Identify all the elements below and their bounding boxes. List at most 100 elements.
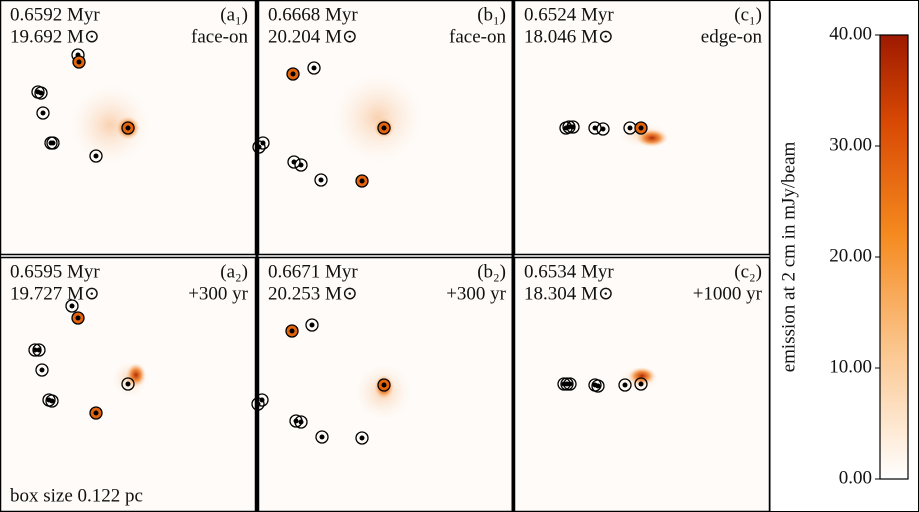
star-ring xyxy=(315,430,329,444)
star-ring xyxy=(32,343,46,357)
colorbar-tick-label: 20.00 xyxy=(829,245,872,266)
panel-tag: (b₁) xyxy=(477,4,506,25)
star xyxy=(311,65,317,71)
star-ring xyxy=(355,174,369,188)
star-ring xyxy=(46,136,60,150)
mass-label: 18.304 M⊙ xyxy=(524,283,614,304)
star xyxy=(125,381,131,387)
star xyxy=(76,59,82,65)
view-label: +300 yr xyxy=(446,283,506,304)
mass-label: 19.727 M⊙ xyxy=(10,283,100,304)
time-label: 0.6671 Myr xyxy=(268,261,358,282)
star-ring xyxy=(121,377,135,391)
scale-note: box size 0.122 pc xyxy=(10,485,143,506)
star xyxy=(93,410,99,416)
star xyxy=(93,153,99,159)
star xyxy=(359,178,365,184)
star xyxy=(567,381,573,387)
star-ring xyxy=(45,394,59,408)
view-label: face-on xyxy=(449,26,506,47)
emission-haze xyxy=(333,73,423,163)
star-ring xyxy=(377,378,391,392)
star xyxy=(75,315,81,321)
view-label: +300 yr xyxy=(188,283,248,304)
star-ring xyxy=(355,431,369,445)
star-ring xyxy=(591,379,605,393)
colorbar-tick-label: 0.00 xyxy=(839,467,872,488)
star-ring xyxy=(305,318,319,332)
star xyxy=(39,367,45,373)
star-ring xyxy=(634,377,648,391)
star xyxy=(622,382,628,388)
star xyxy=(40,110,46,116)
star xyxy=(49,398,55,404)
star-ring xyxy=(294,415,308,429)
star xyxy=(595,383,601,389)
star xyxy=(298,419,304,425)
star xyxy=(381,382,387,388)
view-label: face-on xyxy=(191,26,248,47)
time-label: 0.6595 Myr xyxy=(10,261,100,282)
emission-haze xyxy=(70,85,150,165)
star-ring xyxy=(294,158,308,172)
star-ring xyxy=(72,55,86,69)
star-ring xyxy=(71,311,85,325)
star-ring xyxy=(36,106,50,120)
star xyxy=(570,124,576,130)
mass-label: 19.692 M⊙ xyxy=(10,26,100,47)
star-ring xyxy=(596,122,610,136)
star-ring xyxy=(560,377,574,391)
emission-blob xyxy=(628,367,656,385)
star-ring xyxy=(287,155,301,169)
star-ring xyxy=(89,149,103,163)
mass-label: 20.204 M⊙ xyxy=(268,26,358,47)
star xyxy=(638,381,644,387)
time-label: 0.6524 Myr xyxy=(524,4,614,25)
colorbar-fill xyxy=(879,34,909,480)
star xyxy=(627,125,633,131)
view-label: edge-on xyxy=(701,26,763,47)
star xyxy=(36,347,42,353)
star xyxy=(359,435,365,441)
star-ring xyxy=(34,86,48,100)
star-ring xyxy=(65,299,79,313)
star xyxy=(319,434,325,440)
time-label: 0.6592 Myr xyxy=(10,4,100,25)
mass-label: 18.046 M⊙ xyxy=(524,26,614,47)
star xyxy=(638,125,644,131)
star-ring xyxy=(377,121,391,135)
panel-tag: (c₁) xyxy=(734,4,762,25)
panel-tag: (c₂) xyxy=(734,261,762,282)
colorbar-tick-label: 30.00 xyxy=(829,134,872,155)
star-ring xyxy=(285,324,299,338)
time-label: 0.6668 Myr xyxy=(268,4,358,25)
star xyxy=(309,322,315,328)
star-ring xyxy=(634,121,648,135)
colorbar-tick-label: 40.00 xyxy=(829,23,872,44)
star xyxy=(289,328,295,334)
emission-blob xyxy=(126,363,146,387)
star xyxy=(298,162,304,168)
colorbar-tick-label: 10.00 xyxy=(829,356,872,377)
star-ring xyxy=(566,120,580,134)
star xyxy=(38,90,44,96)
star xyxy=(592,125,598,131)
star-ring xyxy=(121,121,135,135)
star-ring xyxy=(314,173,328,187)
colorbar: 0.00 10.00 20.00 30.00 40.00 emission at 2 cm… xyxy=(778,23,909,488)
star-ring xyxy=(307,61,321,75)
panel-tag: (a₁) xyxy=(220,4,248,25)
panel-tag: (a₂) xyxy=(220,261,248,282)
star xyxy=(318,177,324,183)
time-label: 0.6534 Myr xyxy=(524,261,614,282)
mass-label: 20.253 M⊙ xyxy=(268,283,358,304)
star xyxy=(50,140,56,146)
star-ring xyxy=(252,140,266,154)
